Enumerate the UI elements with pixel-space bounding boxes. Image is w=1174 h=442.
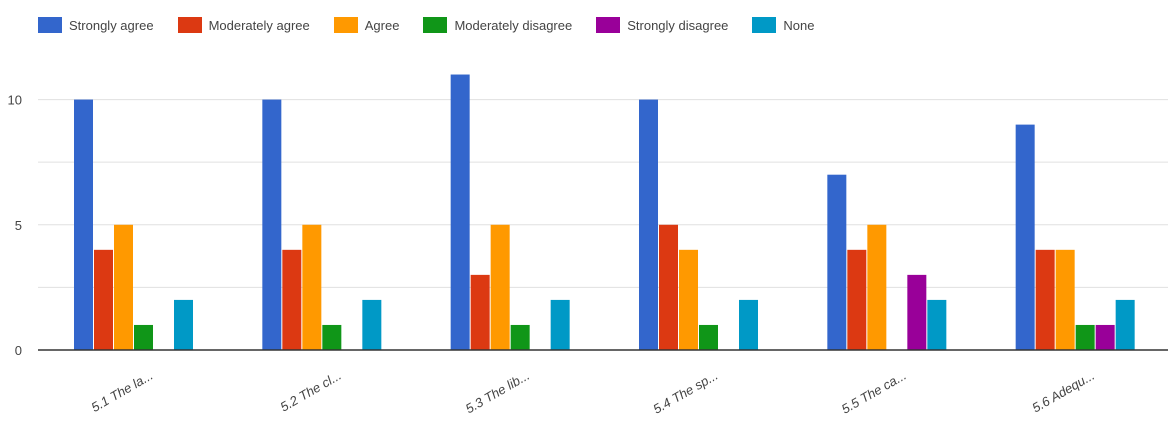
bar-moderately-agree-5	[847, 249, 867, 350]
y-tick-label: 0	[15, 343, 22, 358]
x-tick-label: 5.6 Adequ...	[1029, 368, 1097, 416]
bar-strongly-agree-3	[450, 74, 470, 351]
bar-strongly-agree-6	[1015, 124, 1035, 350]
legend-item-agree[interactable]: Agree	[333, 17, 400, 33]
bar-strongly-disagree-5	[907, 274, 927, 350]
x-tick-label: 5.1 The la...	[89, 368, 156, 415]
bar-moderately-disagree-1	[134, 324, 153, 350]
x-tick-label: 5.5 The ca...	[839, 368, 909, 417]
bar-strongly-agree-5	[827, 174, 847, 350]
y-tick-label: 5	[15, 218, 22, 233]
bar-agree-1	[114, 224, 133, 350]
legend-item-strongly-agree[interactable]: Strongly agree	[38, 17, 154, 33]
bar-none-4	[739, 299, 758, 350]
legend-swatch	[752, 17, 777, 33]
bar-strongly-agree-2	[262, 99, 282, 350]
x-tick-label: 5.4 The sp...	[650, 368, 720, 417]
bar-agree-6	[1055, 249, 1075, 350]
bar-moderately-agree-4	[659, 224, 678, 350]
bar-none-1	[174, 299, 193, 350]
bar-agree-4	[679, 249, 698, 350]
bar-none-6	[1115, 299, 1135, 350]
legend-swatch	[333, 17, 358, 33]
legend-item-moderately-agree[interactable]: Moderately agree	[177, 17, 310, 33]
bar-none-2	[362, 299, 382, 350]
x-tick-label: 5.2 The cl...	[278, 368, 344, 415]
legend-item-moderately-disagree[interactable]: Moderately disagree	[423, 17, 572, 33]
bar-agree-3	[490, 224, 510, 350]
legend-item-strongly-disagree[interactable]: Strongly disagree	[596, 17, 728, 33]
bar-strongly-disagree-6	[1095, 324, 1115, 350]
bar-moderately-agree-3	[470, 274, 490, 350]
bar-none-3	[550, 299, 570, 350]
legend-swatch	[423, 17, 448, 33]
bar-none-5	[927, 299, 947, 350]
legend-label: Moderately agree	[208, 17, 310, 33]
bar-strongly-agree-4	[639, 99, 658, 350]
y-tick-label: 10	[8, 93, 22, 108]
legend-label: Strongly agree	[69, 17, 154, 33]
legend-swatch	[177, 17, 202, 33]
legend-label: Moderately disagree	[454, 17, 573, 33]
legend-item-none[interactable]: None	[752, 17, 814, 33]
bar-moderately-agree-1	[94, 249, 113, 350]
bar-agree-5	[867, 224, 887, 350]
bar-agree-2	[302, 224, 322, 350]
bar-moderately-disagree-3	[510, 324, 530, 350]
legend-swatch	[38, 17, 62, 33]
legend: Strongly agree Moderately agree Agree Moder…	[38, 14, 838, 36]
legend-label: Agree	[364, 17, 400, 33]
bar-strongly-agree-1	[74, 99, 93, 350]
x-tick-label: 5.3 The lib...	[463, 368, 532, 417]
bar-moderately-disagree-2	[322, 324, 342, 350]
bar-moderately-agree-6	[1035, 249, 1055, 350]
bar-moderately-agree-2	[282, 249, 302, 350]
bar-moderately-disagree-4	[699, 324, 718, 350]
legend-swatch	[596, 17, 621, 33]
legend-label: None	[783, 17, 815, 33]
legend-label: Strongly disagree	[627, 17, 729, 33]
bar-moderately-disagree-6	[1075, 324, 1095, 350]
